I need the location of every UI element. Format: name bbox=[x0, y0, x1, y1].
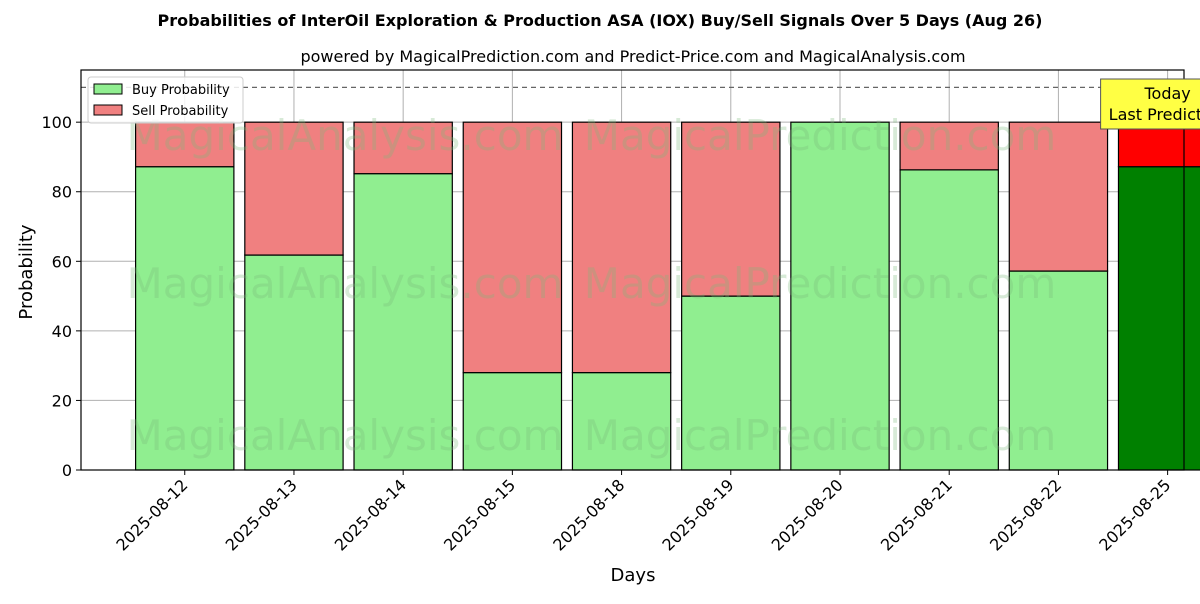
y-tick-label: 60 bbox=[52, 252, 72, 271]
x-tick-label: 2025-08-18 bbox=[549, 475, 628, 554]
legend-box bbox=[87, 76, 244, 124]
sell-bar bbox=[899, 121, 999, 171]
x-tick-label: 2025-08-12 bbox=[112, 475, 191, 554]
legend-swatch bbox=[93, 104, 123, 116]
buy-bar bbox=[790, 121, 890, 471]
watermark-text: MagicalAnalysis.com bbox=[127, 259, 564, 308]
buy-bar bbox=[571, 372, 672, 471]
legend: Buy Probability Sell Probability bbox=[87, 76, 244, 124]
buy-bar bbox=[1008, 270, 1109, 471]
watermark-text: MagicalPrediction.com bbox=[584, 111, 1057, 160]
bars bbox=[135, 121, 1200, 471]
watermark-text: MagicalAnalysis.com bbox=[127, 411, 564, 460]
legend-swatch bbox=[93, 83, 123, 95]
y-tick-label: 100 bbox=[41, 113, 72, 132]
plot-frame bbox=[80, 69, 1185, 471]
sell-bar bbox=[462, 121, 563, 374]
today-annotation: Today Last Prediction bbox=[1100, 78, 1200, 130]
x-tick-label: 2025-08-14 bbox=[331, 475, 410, 554]
buy-bar bbox=[353, 173, 453, 471]
y-tick-label: 40 bbox=[52, 322, 72, 341]
y-tick-label: 20 bbox=[52, 391, 72, 410]
x-tick-label: 2025-08-19 bbox=[658, 475, 737, 554]
chart-title: Probabilities of InterOil Exploration & … bbox=[158, 11, 1043, 30]
buy-bar bbox=[135, 166, 235, 471]
annotation-line-1: Today bbox=[1143, 84, 1190, 103]
y-axis-label: Probability bbox=[16, 224, 37, 319]
buy-bar bbox=[1117, 166, 1200, 471]
annotation-line-2: Last Prediction bbox=[1109, 105, 1200, 124]
sell-bar bbox=[571, 121, 672, 374]
x-tick-label: 2025-08-15 bbox=[440, 475, 519, 554]
legend-label: Buy Probability bbox=[132, 83, 230, 98]
x-tick-label: 2025-08-13 bbox=[222, 475, 301, 554]
sell-bar bbox=[1008, 121, 1109, 272]
y-tick-label: 80 bbox=[52, 183, 72, 202]
x-tick-label: 2025-08-20 bbox=[768, 475, 847, 554]
legend-label: Sell Probability bbox=[132, 104, 229, 119]
sell-bar bbox=[244, 121, 344, 256]
buy-bar bbox=[681, 295, 781, 471]
chart-subtitle: powered by MagicalPrediction.com and Pre… bbox=[300, 47, 965, 66]
watermark-text: MagicalPrediction.com bbox=[584, 411, 1057, 460]
y-tick-label: 0 bbox=[62, 461, 72, 480]
x-tick-label: 2025-08-21 bbox=[877, 475, 956, 554]
x-axis-label: Days bbox=[611, 565, 656, 586]
buy-bar bbox=[244, 254, 344, 471]
sell-bar bbox=[681, 121, 781, 297]
buy-bar bbox=[899, 169, 999, 471]
x-tick-label: 2025-08-22 bbox=[986, 475, 1065, 554]
watermarks: MagicalAnalysis.com MagicalPrediction.com… bbox=[127, 111, 1057, 460]
annotation-box bbox=[1100, 78, 1200, 130]
x-tick-label: 2025-08-25 bbox=[1095, 475, 1174, 554]
sell-bar bbox=[353, 121, 453, 175]
watermark-text: MagicalPrediction.com bbox=[584, 259, 1057, 308]
sell-bar bbox=[135, 121, 235, 168]
